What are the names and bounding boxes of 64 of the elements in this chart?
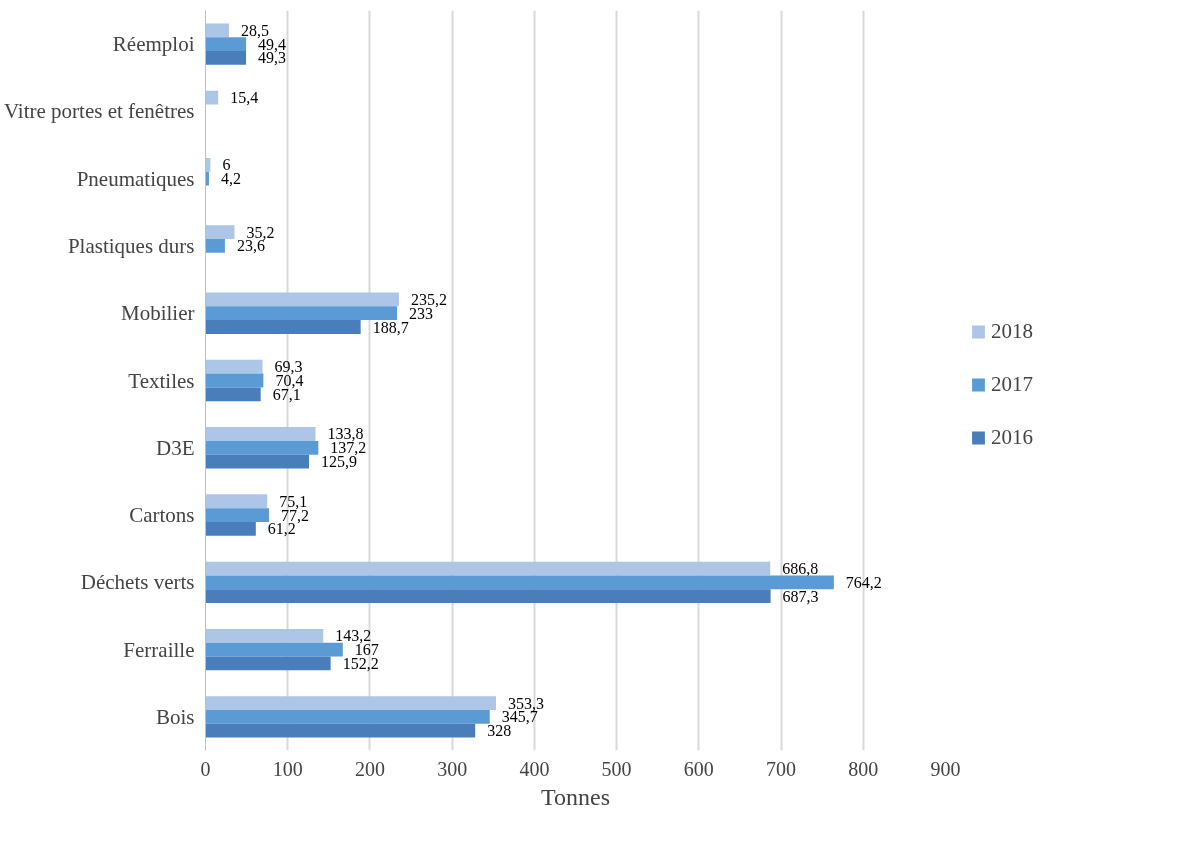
bar — [205, 696, 496, 710]
bar — [205, 292, 399, 307]
bar — [205, 373, 264, 388]
y-tick-label: D3E — [156, 435, 195, 460]
bar — [205, 387, 261, 402]
data-label: 35,2 — [246, 223, 275, 241]
y-tick-label: Mobilier — [121, 301, 195, 326]
y-tick-label: Cartons — [129, 503, 195, 528]
bar — [205, 589, 771, 603]
bar — [205, 440, 319, 455]
x-tick-label: 800 — [848, 757, 879, 780]
x-tick-label: 300 — [437, 757, 468, 780]
legend-label: 2018 — [991, 318, 1033, 344]
data-label: 764,2 — [845, 573, 882, 591]
x-tick-label: 500 — [601, 757, 632, 780]
bar — [205, 23, 229, 38]
data-label: 188,7 — [372, 318, 409, 336]
data-label: 152,2 — [342, 654, 379, 672]
data-label: 133,8 — [327, 425, 364, 443]
x-tick-label: 700 — [766, 757, 797, 780]
bar — [205, 306, 398, 321]
x-tick-label: 900 — [930, 757, 961, 780]
bar — [205, 494, 268, 509]
bar — [205, 427, 316, 441]
x-tick-label: 200 — [354, 757, 385, 780]
data-label: 75,1 — [279, 492, 308, 510]
data-label: 15,4 — [230, 89, 259, 107]
bar — [205, 575, 834, 590]
bar — [205, 561, 771, 576]
y-tick-label: Ferraille — [123, 637, 195, 662]
bar — [205, 628, 324, 643]
data-label: 61,2 — [267, 520, 296, 538]
x-tick-label: 100 — [272, 757, 303, 780]
y-tick-label: Pneumatiques — [76, 166, 195, 191]
y-tick-label: Réemploi — [112, 32, 195, 57]
bar — [205, 656, 331, 671]
bar — [205, 225, 235, 240]
bar — [205, 239, 225, 253]
data-label: 328 — [487, 722, 512, 740]
bar — [205, 51, 247, 65]
bar — [205, 709, 490, 724]
bar — [205, 508, 269, 522]
data-label: 687,3 — [782, 587, 819, 605]
y-tick-label: Plastiques durs — [67, 233, 195, 258]
data-label: 143,2 — [335, 627, 372, 645]
data-label: 353,3 — [507, 694, 544, 712]
bar — [205, 90, 219, 105]
x-tick-label: 600 — [683, 757, 714, 780]
x-tick-label: 400 — [519, 757, 550, 780]
bar — [205, 454, 310, 469]
legend-label: 2016 — [991, 424, 1033, 450]
legend-label: 2017 — [991, 371, 1033, 397]
data-label: 686,8 — [782, 560, 819, 578]
bar — [205, 359, 263, 374]
bar — [205, 723, 476, 738]
y-tick-label: Déchets verts — [80, 570, 195, 595]
y-tick-label: Vitre portes et fenêtres — [3, 99, 195, 124]
data-label: 69,3 — [274, 358, 303, 376]
x-axis-title: Tonnes — [541, 783, 610, 810]
x-tick-label: 0 — [200, 757, 211, 780]
bar — [205, 521, 256, 536]
y-tick-label: Bois — [155, 704, 195, 729]
y-tick-label: Textiles — [128, 368, 195, 393]
bar — [205, 320, 361, 334]
